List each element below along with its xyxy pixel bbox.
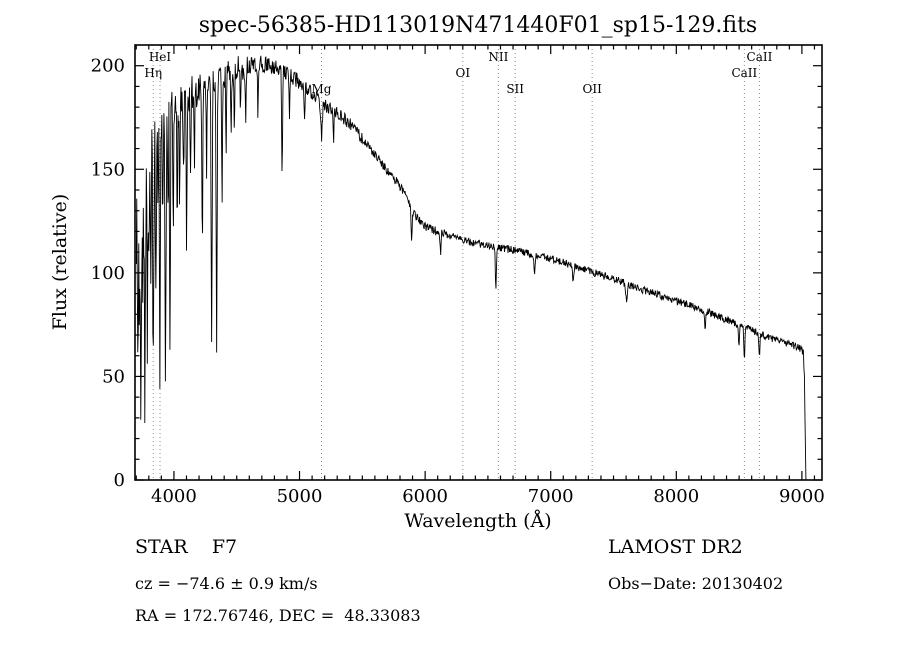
- feature-label-sii: SII: [506, 82, 524, 96]
- plot-title: spec-56385-HD113019N471440F01_sp15-129.f…: [199, 13, 757, 38]
- x-axis-label: Wavelength (Å): [404, 510, 551, 532]
- x-tick-label: 5000: [277, 486, 323, 507]
- spectrum-line: [135, 55, 807, 481]
- feature-label-oi: OI: [456, 66, 471, 80]
- x-tick-label: 7000: [528, 486, 574, 507]
- axes-box: [134, 44, 823, 481]
- feature-label-hη: Hη: [144, 66, 162, 80]
- y-tick-label: 100: [91, 263, 125, 284]
- x-tick-label: 6000: [402, 486, 448, 507]
- survey-label: LAMOST DR2: [608, 536, 743, 558]
- y-tick-label: 50: [102, 366, 125, 387]
- y-tick-label: 150: [91, 159, 125, 180]
- y-tick-label: 200: [91, 56, 125, 77]
- ra-dec-coords: RA = 172.76746, DEC = 48.33083: [135, 606, 421, 625]
- feature-label-oii: OII: [582, 82, 602, 96]
- cz-value: cz = −74.6 ± 0.9 km/s: [135, 574, 318, 593]
- obs-date: Obs−Date: 20130402: [608, 574, 783, 593]
- x-tick-label: 9000: [779, 486, 825, 507]
- x-tick-label: 4000: [151, 486, 197, 507]
- y-tick-label: 0: [114, 470, 125, 491]
- feature-label-caii: CaII: [731, 66, 757, 80]
- y-axis-label: Flux (relative): [49, 194, 71, 331]
- feature-label-hei: HeI: [149, 50, 172, 64]
- x-tick-label: 8000: [653, 486, 699, 507]
- feature-label-caii: CaII: [747, 50, 773, 64]
- object-class-label: STAR F7: [135, 536, 237, 558]
- feature-label-nii: NII: [488, 50, 508, 64]
